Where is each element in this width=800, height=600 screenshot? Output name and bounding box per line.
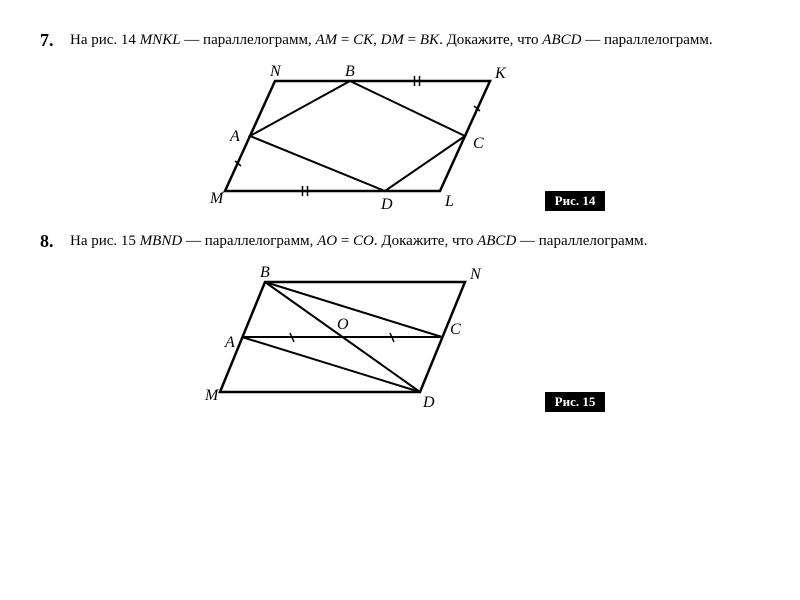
svg-text:O: O bbox=[337, 316, 349, 333]
figure-15: B N A O C M D bbox=[195, 262, 525, 412]
figure-label: Рис. 14 bbox=[545, 191, 606, 211]
svg-text:D: D bbox=[380, 196, 393, 211]
problem-7: 7. На рис. 14 MNKL — параллелограмм, AM =… bbox=[40, 30, 760, 51]
figure-label: Рис. 15 bbox=[545, 392, 606, 412]
svg-text:M: M bbox=[204, 387, 220, 404]
svg-text:B: B bbox=[345, 63, 355, 80]
svg-text:B: B bbox=[260, 264, 270, 281]
svg-text:A: A bbox=[229, 128, 240, 145]
problem-number: 7. bbox=[40, 30, 60, 51]
svg-text:L: L bbox=[444, 193, 454, 210]
problem-number: 8. bbox=[40, 231, 60, 252]
svg-text:K: K bbox=[494, 65, 507, 82]
figure-14: N B K A C M D L bbox=[195, 61, 525, 211]
figure-svg-wrap: N B K A C M D L bbox=[195, 61, 525, 211]
svg-text:N: N bbox=[469, 266, 482, 283]
figure-row: N B K A C M D L Рис. 14 bbox=[40, 61, 760, 211]
svg-text:N: N bbox=[269, 63, 282, 80]
figure-row: B N A O C M D Рис. 15 bbox=[40, 262, 760, 412]
svg-text:A: A bbox=[224, 334, 235, 351]
problem-text: На рис. 15 MBND — параллелограмм, AO = C… bbox=[70, 231, 760, 252]
svg-text:C: C bbox=[450, 321, 461, 338]
problem-8: 8. На рис. 15 MBND — параллелограмм, AO =… bbox=[40, 231, 760, 252]
problem-text: На рис. 14 MNKL — параллелограмм, AM = C… bbox=[70, 30, 760, 51]
figure-svg-wrap: B N A O C M D bbox=[195, 262, 525, 412]
svg-text:M: M bbox=[209, 190, 225, 207]
svg-text:D: D bbox=[422, 394, 435, 411]
svg-text:C: C bbox=[473, 135, 484, 152]
